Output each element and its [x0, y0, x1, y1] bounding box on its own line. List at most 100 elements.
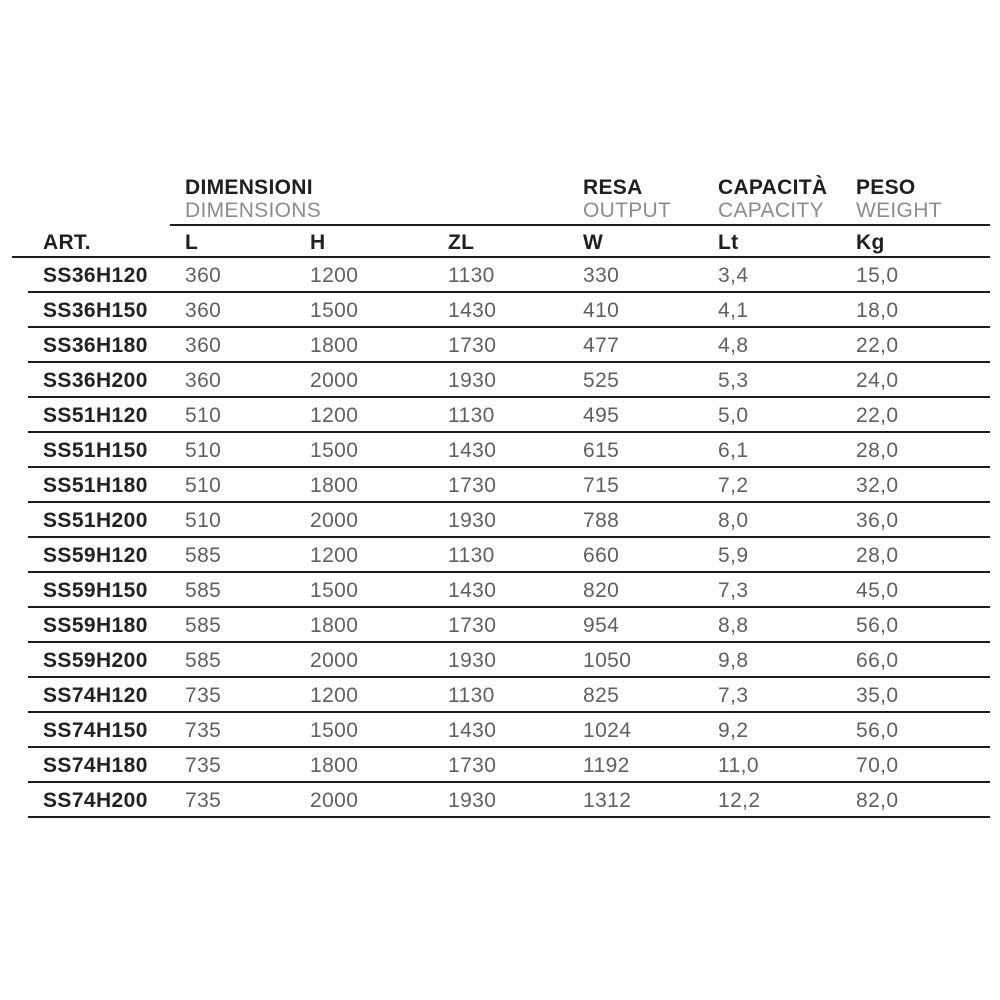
cell-art: SS36H180 — [43, 333, 148, 357]
cell-art: SS51H200 — [43, 508, 148, 532]
cell-kg: 22,0 — [856, 333, 899, 357]
column-header-kg: Kg — [856, 231, 885, 254]
cell-art: SS74H120 — [43, 683, 148, 707]
cell-h: 1200 — [310, 683, 359, 707]
cell-lt: 7,2 — [718, 473, 749, 497]
cell-lt: 7,3 — [718, 683, 749, 707]
cell-h: 1800 — [310, 753, 359, 777]
cell-l: 585 — [185, 648, 222, 672]
cell-zl: 1930 — [448, 788, 497, 812]
cell-art: SS59H150 — [43, 578, 148, 602]
table-row: SS59H120 585 1200 1130 660 5,9 28,0 — [12, 538, 990, 573]
column-header-lt: Lt — [718, 231, 739, 254]
table-row: SS36H120 360 1200 1130 330 3,4 15,0 — [12, 258, 990, 293]
cell-w: 715 — [583, 473, 620, 497]
cell-art: SS36H150 — [43, 298, 148, 322]
cell-lt: 12,2 — [718, 788, 761, 812]
cell-kg: 28,0 — [856, 438, 899, 462]
cell-lt: 5,9 — [718, 543, 749, 567]
cell-kg: 82,0 — [856, 788, 899, 812]
group-header-weight-secondary: WEIGHT — [856, 199, 942, 222]
cell-lt: 4,8 — [718, 333, 749, 357]
cell-kg: 15,0 — [856, 263, 899, 287]
cell-zl: 1430 — [448, 298, 497, 322]
cell-l: 585 — [185, 613, 222, 637]
group-header-capacity-primary: CAPACITÀ — [718, 176, 828, 199]
cell-kg: 28,0 — [856, 543, 899, 567]
table-row: SS36H150 360 1500 1430 410 4,1 18,0 — [12, 293, 990, 328]
table-row: SS74H150 735 1500 1430 1024 9,2 56,0 — [12, 713, 990, 748]
cell-h: 1800 — [310, 333, 359, 357]
cell-kg: 70,0 — [856, 753, 899, 777]
column-header-zl: ZL — [448, 231, 475, 254]
column-header-w: W — [583, 231, 604, 254]
cell-zl: 1730 — [448, 473, 497, 497]
table-row: SS51H120 510 1200 1130 495 5,0 22,0 — [12, 398, 990, 433]
group-header-row: DIMENSIONI DIMENSIONS RESA OUTPUT CAPACI… — [12, 176, 990, 224]
cell-h: 1200 — [310, 403, 359, 427]
group-header-capacity: CAPACITÀ CAPACITY — [718, 176, 856, 224]
cell-lt: 4,1 — [718, 298, 749, 322]
table-row: SS74H180 735 1800 1730 1192 11,0 70,0 — [12, 748, 990, 783]
cell-l: 510 — [185, 403, 222, 427]
cell-lt: 8,8 — [718, 613, 749, 637]
cell-l: 360 — [185, 263, 222, 287]
column-header-art: ART. — [43, 231, 91, 254]
cell-lt: 5,0 — [718, 403, 749, 427]
cell-l: 735 — [185, 683, 222, 707]
cell-h: 1200 — [310, 263, 359, 287]
cell-h: 2000 — [310, 508, 359, 532]
group-header-dimensions-primary: DIMENSIONI — [185, 176, 313, 199]
cell-zl: 1730 — [448, 753, 497, 777]
cell-art: SS59H180 — [43, 613, 148, 637]
cell-zl: 1930 — [448, 368, 497, 392]
cell-kg: 56,0 — [856, 613, 899, 637]
cell-art: SS36H120 — [43, 263, 148, 287]
group-header-underline — [170, 224, 990, 226]
table-row: SS36H200 360 2000 1930 525 5,3 24,0 — [12, 363, 990, 398]
cell-l: 360 — [185, 333, 222, 357]
group-header-output: RESA OUTPUT — [583, 176, 718, 224]
cell-l: 360 — [185, 368, 222, 392]
cell-h: 1800 — [310, 473, 359, 497]
cell-h: 1500 — [310, 438, 359, 462]
cell-zl: 1430 — [448, 578, 497, 602]
cell-l: 735 — [185, 753, 222, 777]
group-header-output-primary: RESA — [583, 176, 643, 199]
table-row: SS51H150 510 1500 1430 615 6,1 28,0 — [12, 433, 990, 468]
cell-w: 1050 — [583, 648, 632, 672]
cell-h: 2000 — [310, 788, 359, 812]
group-header-dimensions-secondary: DIMENSIONS — [185, 199, 322, 222]
cell-art: SS74H200 — [43, 788, 148, 812]
cell-l: 585 — [185, 543, 222, 567]
table-row: SS74H200 735 2000 1930 1312 12,2 82,0 — [12, 783, 990, 818]
group-header-weight-primary: PESO — [856, 176, 916, 199]
cell-lt: 7,3 — [718, 578, 749, 602]
cell-w: 477 — [583, 333, 620, 357]
cell-h: 2000 — [310, 368, 359, 392]
table-row: SS59H180 585 1800 1730 954 8,8 56,0 — [12, 608, 990, 643]
cell-l: 510 — [185, 473, 222, 497]
table-row: SS36H180 360 1800 1730 477 4,8 22,0 — [12, 328, 990, 363]
cell-w: 525 — [583, 368, 620, 392]
cell-h: 1500 — [310, 718, 359, 742]
cell-lt: 3,4 — [718, 263, 749, 287]
group-header-weight: PESO WEIGHT — [856, 176, 990, 224]
cell-w: 1192 — [583, 753, 630, 777]
cell-l: 585 — [185, 578, 222, 602]
cell-h: 1500 — [310, 298, 359, 322]
table-row: SS74H120 735 1200 1130 825 7,3 35,0 — [12, 678, 990, 713]
cell-art: SS59H120 — [43, 543, 148, 567]
cell-w: 954 — [583, 613, 620, 637]
cell-lt: 11,0 — [718, 753, 759, 777]
cell-w: 1312 — [583, 788, 632, 812]
cell-art: SS51H120 — [43, 403, 148, 427]
cell-w: 410 — [583, 298, 620, 322]
cell-zl: 1130 — [448, 683, 495, 707]
cell-art: SS51H180 — [43, 473, 148, 497]
group-header-dimensions: DIMENSIONI DIMENSIONS — [185, 176, 583, 224]
column-header-l: L — [185, 231, 199, 254]
column-header-row: ART. L H ZL W Lt Kg — [12, 226, 990, 258]
group-header-output-secondary: OUTPUT — [583, 199, 672, 222]
